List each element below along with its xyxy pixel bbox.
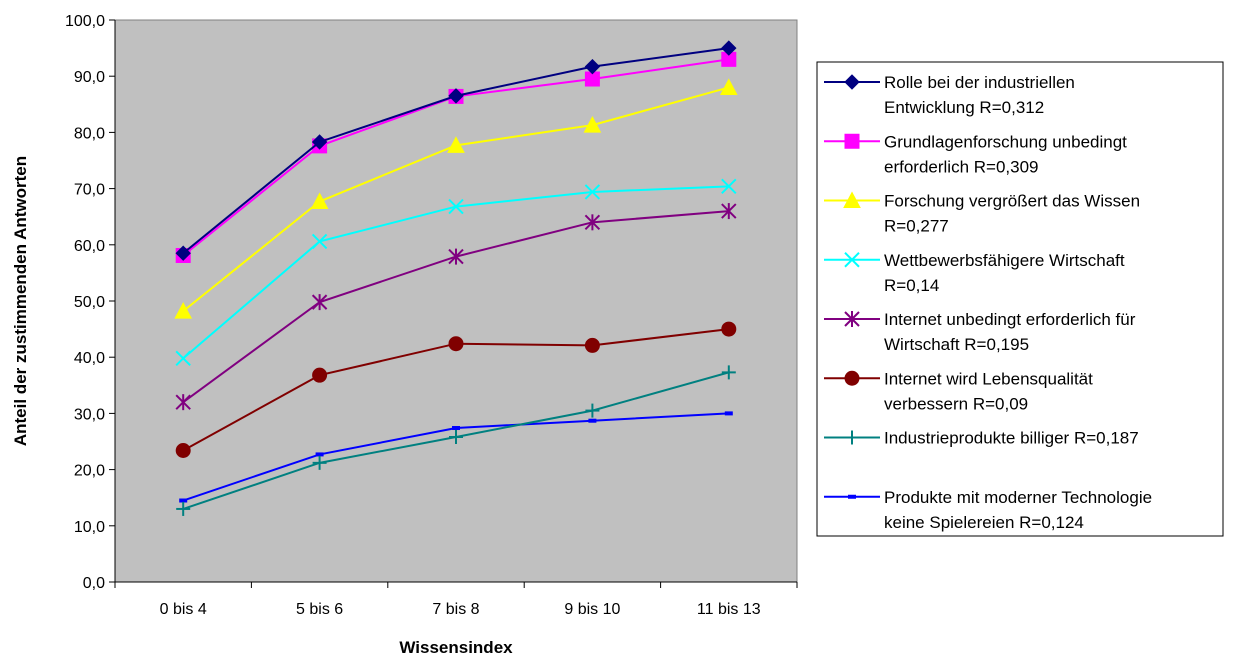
data-point (588, 418, 597, 423)
y-tick-label: 70,0 (74, 182, 105, 199)
legend-item: Produkte mit moderner Technologie keine S… (824, 488, 1152, 532)
x-tick-label: 0 bis 4 (160, 601, 207, 618)
data-point (449, 430, 463, 445)
data-point (448, 248, 464, 265)
data-point (311, 294, 328, 311)
data-point (179, 498, 188, 503)
data-point (452, 426, 460, 431)
legend-items: Rolle bei der industriellen Entwicklung R… (824, 73, 1152, 532)
y-tick-label: 30,0 (74, 406, 105, 423)
y-tick-label: 0,0 (83, 575, 105, 592)
y-tick-label: 60,0 (74, 238, 105, 255)
legend-label: Internet unbedingt erforderlich für (884, 310, 1136, 329)
series-3 (174, 78, 738, 319)
y-tick-label: 100,0 (65, 13, 105, 30)
series-layer (174, 40, 738, 516)
data-point (584, 184, 601, 200)
data-point (175, 350, 191, 367)
data-point (721, 40, 737, 56)
data-point (844, 74, 860, 90)
x-tick-label: 7 bis 8 (432, 601, 479, 618)
legend-item: Grundlagenforschung unbedingt erforderlic… (824, 132, 1127, 176)
data-point (719, 78, 738, 95)
x-tick-label: 5 bis 6 (296, 601, 343, 618)
data-point (175, 245, 191, 261)
y-tick-label: 20,0 (74, 463, 105, 480)
series-4 (175, 178, 737, 367)
data-point (585, 403, 600, 418)
data-point (583, 116, 602, 133)
legend-label: Wirtschaft R=0,195 (884, 335, 1029, 354)
legend-item: Internet unbedingt erforderlich für Wirts… (824, 310, 1136, 354)
x-tick-label: 9 bis 10 (564, 601, 620, 618)
data-point (584, 58, 601, 75)
series-1 (175, 40, 737, 261)
legend: Rolle bei der industriellen Entwicklung R… (816, 61, 1224, 537)
legend-label: Grundlagenforschung unbedingt (884, 132, 1127, 151)
data-point (176, 501, 191, 516)
data-point (448, 198, 464, 215)
legend-label: Industrieprodukte billiger R=0,187 (884, 429, 1139, 448)
data-point (175, 442, 191, 458)
legend-label: Internet wird Lebensqualität (884, 369, 1093, 388)
data-point (844, 311, 860, 327)
data-point (844, 252, 860, 268)
legend-item: Internet wird Lebensqualität verbessern R… (824, 369, 1093, 413)
data-point (175, 394, 191, 411)
legend-label: erforderlich R=0,309 (884, 157, 1039, 176)
legend-label: R=0,14 (884, 276, 939, 295)
data-point (844, 370, 860, 386)
data-point (844, 133, 860, 149)
data-point (312, 367, 328, 383)
legend-item: Forschung vergrößert das Wissen R=0,277 (824, 191, 1140, 236)
x-tick-label: 11 bis 13 (697, 601, 761, 618)
data-point (721, 365, 736, 380)
data-point (843, 191, 861, 208)
y-tick-label: 80,0 (74, 125, 105, 142)
data-point (845, 430, 859, 445)
y-tick-label: 40,0 (74, 350, 105, 367)
legend-label: keine Spielereien R=0,124 (884, 513, 1084, 532)
y-tick-label: 90,0 (74, 69, 105, 86)
data-point (724, 411, 733, 416)
data-point (721, 321, 737, 337)
series-5 (175, 203, 737, 411)
data-point (312, 455, 327, 470)
legend-item: Industrieprodukte billiger R=0,187 (824, 429, 1139, 448)
data-point (447, 136, 465, 153)
data-point (174, 302, 193, 319)
plot-area (114, 19, 798, 583)
legend-label: Rolle bei der industriellen (884, 73, 1075, 92)
legend-box (816, 61, 1224, 537)
data-point (584, 337, 600, 353)
axes: 0,0 10,0 20,0 30,0 40,0 50,0 60,0 70,0 80,0 90,0 1… (65, 13, 798, 618)
legend-label: Produkte mit moderner Technologie (884, 488, 1152, 507)
legend-item: Wettbewerbsfähigere Wirtschaft R=0,14 (824, 251, 1125, 295)
data-point (448, 88, 464, 104)
data-point (848, 494, 856, 499)
series-8 (179, 411, 733, 503)
y-axis-title: Anteil der zustimmenden Antworten (11, 156, 30, 446)
data-point (311, 233, 328, 250)
legend-label: verbessern R=0,09 (884, 394, 1028, 413)
x-axis-title: Wissensindex (399, 638, 513, 657)
data-point (721, 203, 737, 220)
data-point (310, 192, 329, 210)
y-tick-label: 10,0 (74, 519, 105, 536)
legend-label: Wettbewerbsfähigere Wirtschaft (884, 251, 1125, 270)
data-point (584, 214, 601, 231)
legend-label: R=0,277 (884, 217, 949, 236)
data-point (448, 336, 464, 352)
data-point (311, 134, 328, 150)
legend-item: Rolle bei der industriellen Entwicklung R… (824, 73, 1075, 117)
data-point (315, 452, 324, 457)
series-6 (175, 321, 737, 458)
series-7 (176, 365, 736, 516)
y-tick-label: 50,0 (74, 294, 105, 311)
data-point (721, 178, 737, 195)
legend-label: Entwicklung R=0,312 (884, 98, 1044, 117)
legend-label: Forschung vergrößert das Wissen (884, 192, 1140, 211)
